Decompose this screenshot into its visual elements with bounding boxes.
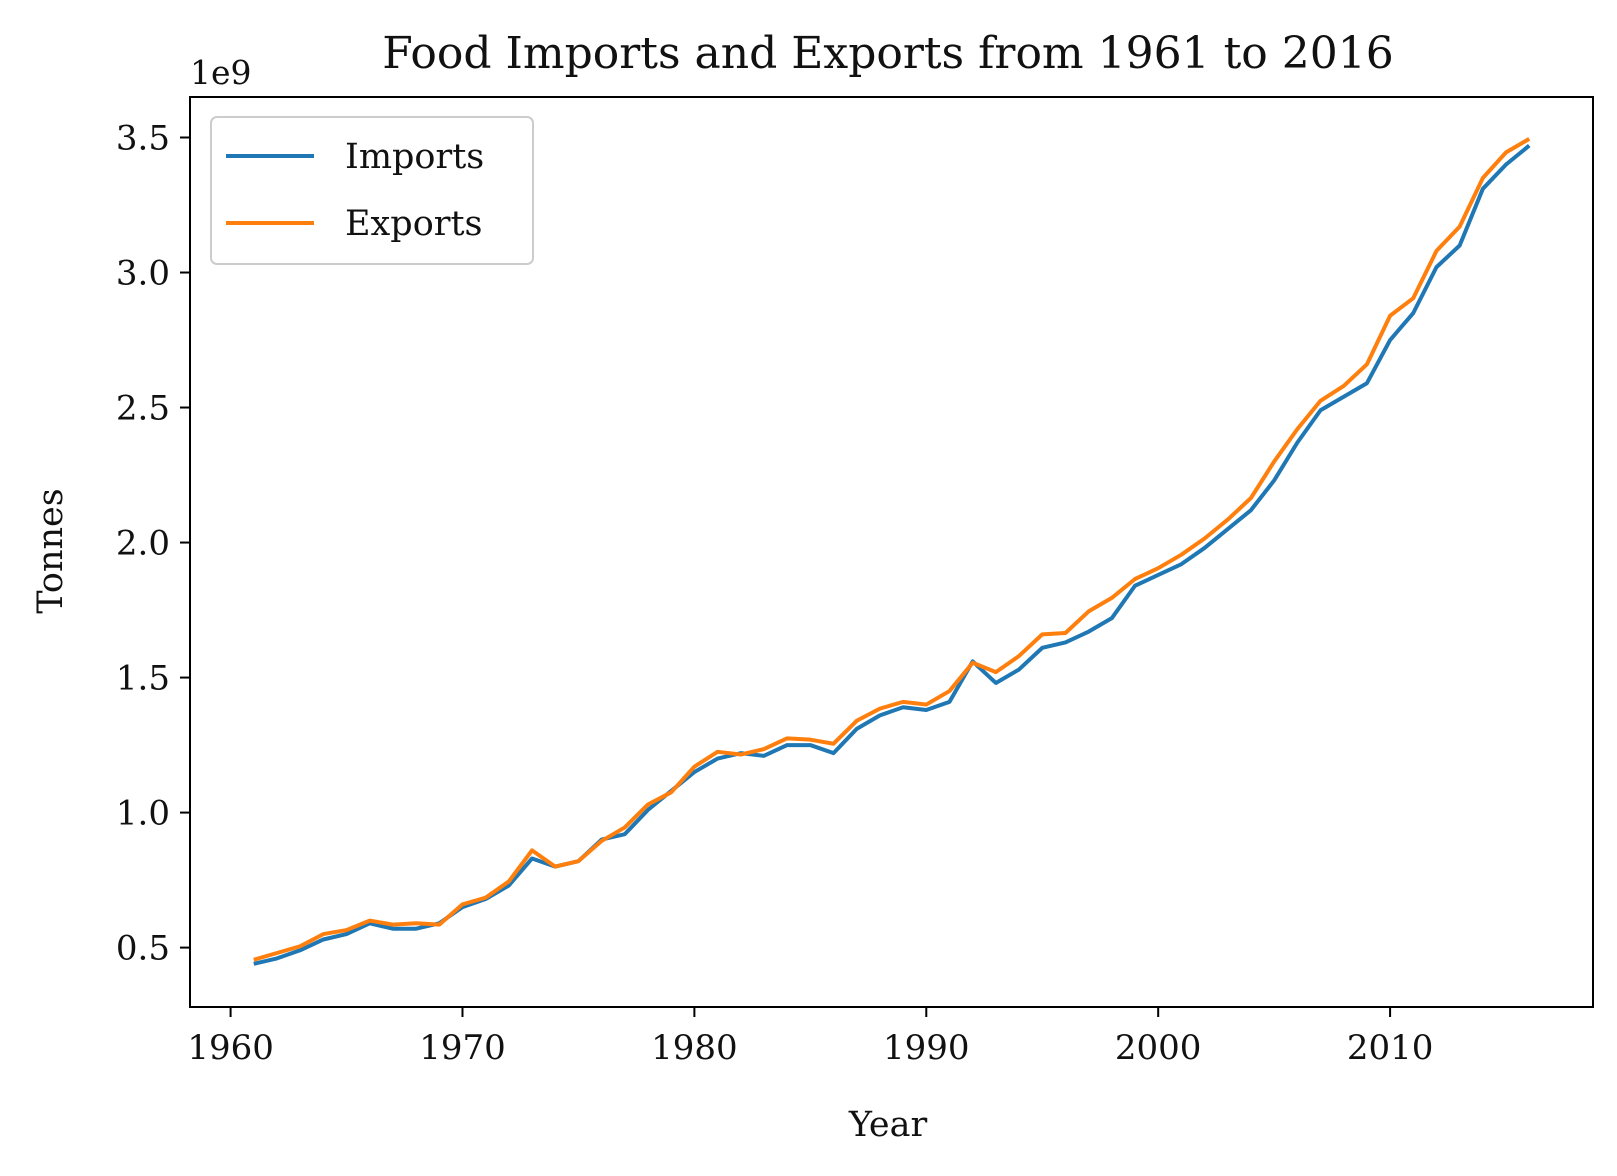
y-tick-label: 2.0 xyxy=(116,524,170,564)
series-line-exports xyxy=(253,137,1531,962)
y-tick-label: 2.5 xyxy=(116,389,170,429)
x-tick-label: 1990 xyxy=(883,1028,970,1068)
x-tick-label: 2000 xyxy=(1115,1028,1202,1068)
y-tick-label: 1.5 xyxy=(116,659,170,699)
y-axis-offset-label: 1e9 xyxy=(190,53,252,92)
x-tick-label: 1970 xyxy=(419,1028,506,1068)
x-tick-label: 2010 xyxy=(1347,1028,1434,1068)
y-tick-label: 3.0 xyxy=(116,254,170,294)
chart-title: Food Imports and Exports from 1961 to 20… xyxy=(382,28,1394,79)
series-line-imports xyxy=(253,144,1531,966)
x-axis-label: Year xyxy=(848,1105,928,1145)
plot-frame xyxy=(189,96,1594,1008)
legend: Imports Exports xyxy=(210,116,534,265)
x-tick-label: 1960 xyxy=(187,1028,274,1068)
plot-area xyxy=(253,137,1531,966)
y-tick-label: 1.0 xyxy=(116,794,170,834)
legend-label-exports: Exports xyxy=(345,204,483,244)
y-tick-label: 0.5 xyxy=(116,929,170,969)
legend-label-imports: Imports xyxy=(345,137,484,177)
y-axis-label: Tonnes xyxy=(31,488,71,613)
y-tick-label: 3.5 xyxy=(116,119,170,159)
legend-box xyxy=(210,116,534,265)
axis-ticks: 1960 1970 1980 1990 2000 2010 0.5 1.0 1.5 2.0 2.5 3… xyxy=(116,119,1433,1068)
x-tick-label: 1980 xyxy=(651,1028,738,1068)
